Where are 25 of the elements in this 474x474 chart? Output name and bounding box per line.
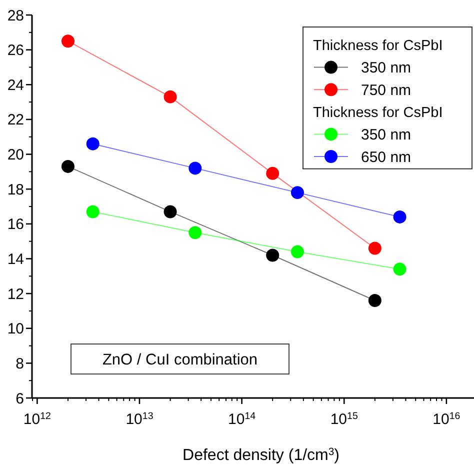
y-tick-label: 14 (7, 250, 24, 268)
y-tick-label: 12 (7, 286, 24, 303)
x-axis-title: Defect density (1/cm$^{3}$) (182, 446, 340, 464)
annotation: ZnO / CuI combination (102, 351, 258, 368)
x-tick-label: 10$^{15}$ (330, 410, 358, 428)
legend-label: 350 nm (361, 60, 412, 77)
x-tick-label: 10$^{14}$ (228, 410, 256, 428)
y-tick-label: 24 (7, 76, 24, 94)
y-tick-label: 28 (7, 7, 24, 24)
y-tick-label: 18 (7, 181, 24, 198)
x-tick-label: 10$^{13}$ (126, 410, 154, 428)
legend-label: 650 nm (361, 148, 412, 166)
annotation: Thickness for CsPbI (313, 104, 443, 121)
y-tick-label: 16 (7, 216, 24, 234)
y-tick-label: 10 (7, 320, 24, 338)
annotation: Thickness for CsPbI (313, 38, 443, 54)
y-tick-label: 8 (16, 355, 24, 372)
legend-label: 750 nm (361, 82, 412, 99)
legend-label: 350 nm (361, 126, 412, 144)
y-tick-label: 6 (16, 390, 24, 408)
y-tick-label: 20 (7, 146, 24, 164)
y-tick-label: 26 (7, 42, 24, 60)
y-tick-label: 22 (7, 112, 24, 129)
x-tick-label: 10$^{16}$ (432, 410, 460, 428)
x-tick-label: 10$^{12}$ (23, 410, 51, 428)
